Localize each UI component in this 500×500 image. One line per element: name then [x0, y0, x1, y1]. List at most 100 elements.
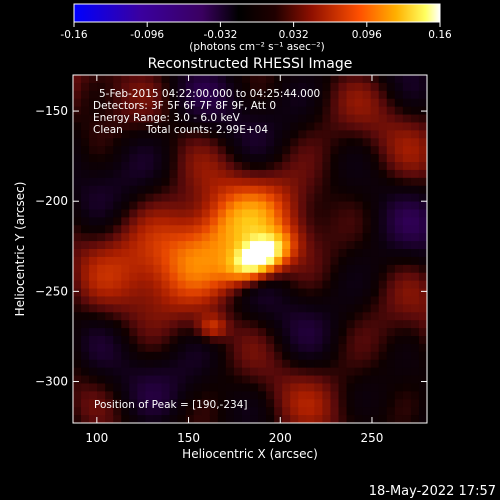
heatmap-cell [241, 304, 251, 313]
heatmap-cell [233, 351, 243, 361]
heatmap-cell [121, 280, 130, 290]
heatmap-cell [145, 407, 155, 416]
heatmap-cell [185, 138, 195, 147]
heatmap-cell [81, 217, 90, 226]
heatmap-cell [185, 399, 195, 408]
heatmap-cell [201, 359, 211, 369]
heatmap-cell [97, 351, 106, 361]
heatmap-cell [209, 391, 219, 400]
heatmap-cell [153, 138, 163, 147]
heatmap-cell [81, 391, 90, 400]
heatmap-cell [113, 375, 122, 385]
heatmap-cell [346, 367, 356, 377]
heatmap-cell [97, 304, 106, 313]
heatmap-cell [89, 169, 98, 179]
heatmap-cell [145, 280, 155, 290]
heatmap-cell [282, 415, 291, 423]
heatmap-cell [89, 249, 98, 258]
heatmap-cell [282, 146, 291, 155]
heatmap-cell [306, 320, 315, 329]
heatmap-cell [266, 415, 275, 423]
heatmap-cell [185, 90, 195, 100]
heatmap-cell [418, 146, 427, 155]
heatmap-cell [169, 154, 179, 163]
heatmap-cell [233, 328, 243, 337]
heatmap-cell [145, 185, 155, 195]
heatmap-cell [258, 122, 267, 131]
heatmap-cell [258, 82, 267, 92]
heatmap-cell [113, 98, 122, 108]
heatmap-cell [241, 296, 251, 305]
heatmap-cell [137, 407, 147, 416]
heatmap-cell [290, 209, 299, 218]
heatmap-cell [258, 328, 267, 337]
heatmap-cell [185, 82, 195, 92]
heatmap-cell [217, 280, 227, 290]
heatmap-cell [362, 130, 372, 139]
heatmap-cell [298, 264, 307, 274]
heatmap-cell [225, 169, 235, 179]
heatmap-cell [97, 391, 106, 400]
heatmap-cell [225, 209, 235, 218]
heatmap-cell [290, 106, 299, 116]
heatmap-cell [193, 201, 203, 211]
heatmap-cell [105, 367, 114, 377]
heatmap-cell [258, 201, 267, 211]
heatmap-cell [217, 336, 227, 345]
heatmap-cell [129, 280, 138, 290]
heatmap-cell [129, 383, 138, 392]
heatmap-cell [169, 177, 179, 187]
heatmap-cell [73, 209, 82, 218]
heatmap-cell [129, 169, 138, 179]
heatmap-cell [105, 106, 114, 116]
heatmap-cell [169, 106, 179, 116]
heatmap-cell [89, 296, 98, 305]
heatmap-cell [346, 130, 356, 139]
heatmap-cell [217, 264, 227, 274]
heatmap-cell [378, 280, 388, 290]
heatmap-cell [378, 75, 388, 84]
heatmap-cell [105, 249, 114, 258]
heatmap-cell [217, 106, 227, 116]
heatmap-cell [113, 106, 122, 116]
heatmap-cell [314, 304, 324, 313]
heatmap-cell [177, 312, 187, 321]
heatmap-cell [89, 209, 98, 218]
heatmap-cell [97, 288, 106, 298]
heatmap-cell [217, 138, 227, 147]
heatmap-cell [370, 154, 380, 163]
heatmap-cell [169, 264, 179, 274]
heatmap-cell [386, 415, 396, 423]
heatmap-cell [282, 304, 291, 313]
heatmap-cell [378, 82, 388, 92]
heatmap-cell [113, 359, 122, 369]
heatmap-cell [73, 391, 82, 400]
heatmap-cell [346, 114, 356, 124]
heatmap-cell [97, 336, 106, 345]
heatmap-cell [129, 312, 138, 321]
heatmap-cell [410, 280, 420, 290]
heatmap-cell [209, 288, 219, 298]
heatmap-cell [402, 264, 412, 274]
heatmap-cell [97, 106, 106, 116]
heatmap-cell [322, 351, 332, 361]
heatmap-cell [418, 177, 427, 187]
heatmap-cell [346, 296, 356, 305]
heatmap-cell [418, 130, 427, 139]
heatmap-cell [418, 209, 427, 218]
heatmap-cell [258, 312, 267, 321]
heatmap-cell [233, 90, 243, 100]
heatmap-cell [209, 241, 219, 250]
heatmap-cell [330, 154, 340, 163]
heatmap-cell [241, 122, 251, 131]
heatmap-cell [418, 407, 427, 416]
heatmap-cell [81, 75, 90, 84]
heatmap-cell [113, 320, 122, 329]
heatmap-cell [370, 312, 380, 321]
heatmap-cell [274, 193, 283, 203]
heatmap-cell [121, 312, 130, 321]
heatmap-cell [250, 241, 259, 250]
heatmap-cell [250, 328, 259, 337]
heatmap-cell [250, 122, 259, 131]
heatmap-cell [169, 114, 179, 124]
